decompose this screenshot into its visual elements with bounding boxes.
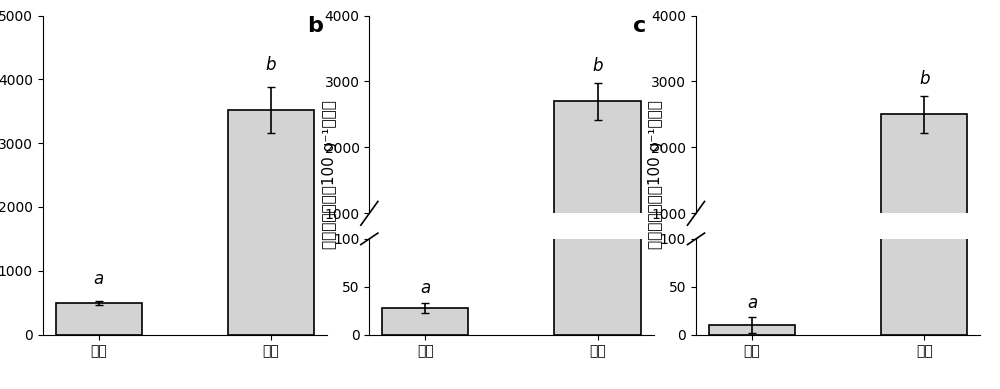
Text: b: b	[592, 57, 603, 75]
Bar	[709, 325, 795, 335]
Bar	[228, 110, 314, 335]
Text: a: a	[420, 279, 430, 297]
Text: 原杆属线虫（条100 g⁻¹干土）: 原杆属线虫（条100 g⁻¹干土）	[648, 101, 663, 249]
Bar	[382, 308, 468, 335]
Text: b: b	[307, 16, 323, 35]
Bar	[881, 0, 967, 335]
Text: 食细菌线虫（条100 g⁻¹干土）: 食细菌线虫（条100 g⁻¹干土）	[322, 101, 337, 249]
Text: c: c	[633, 16, 647, 35]
Text: a: a	[747, 294, 757, 312]
Text: b: b	[919, 70, 929, 88]
Bar	[554, 101, 641, 279]
Text: b: b	[266, 56, 276, 74]
Bar	[881, 114, 967, 279]
Bar	[382, 277, 468, 279]
Text: a: a	[94, 270, 104, 288]
Bar	[56, 303, 142, 335]
Bar	[554, 0, 641, 335]
